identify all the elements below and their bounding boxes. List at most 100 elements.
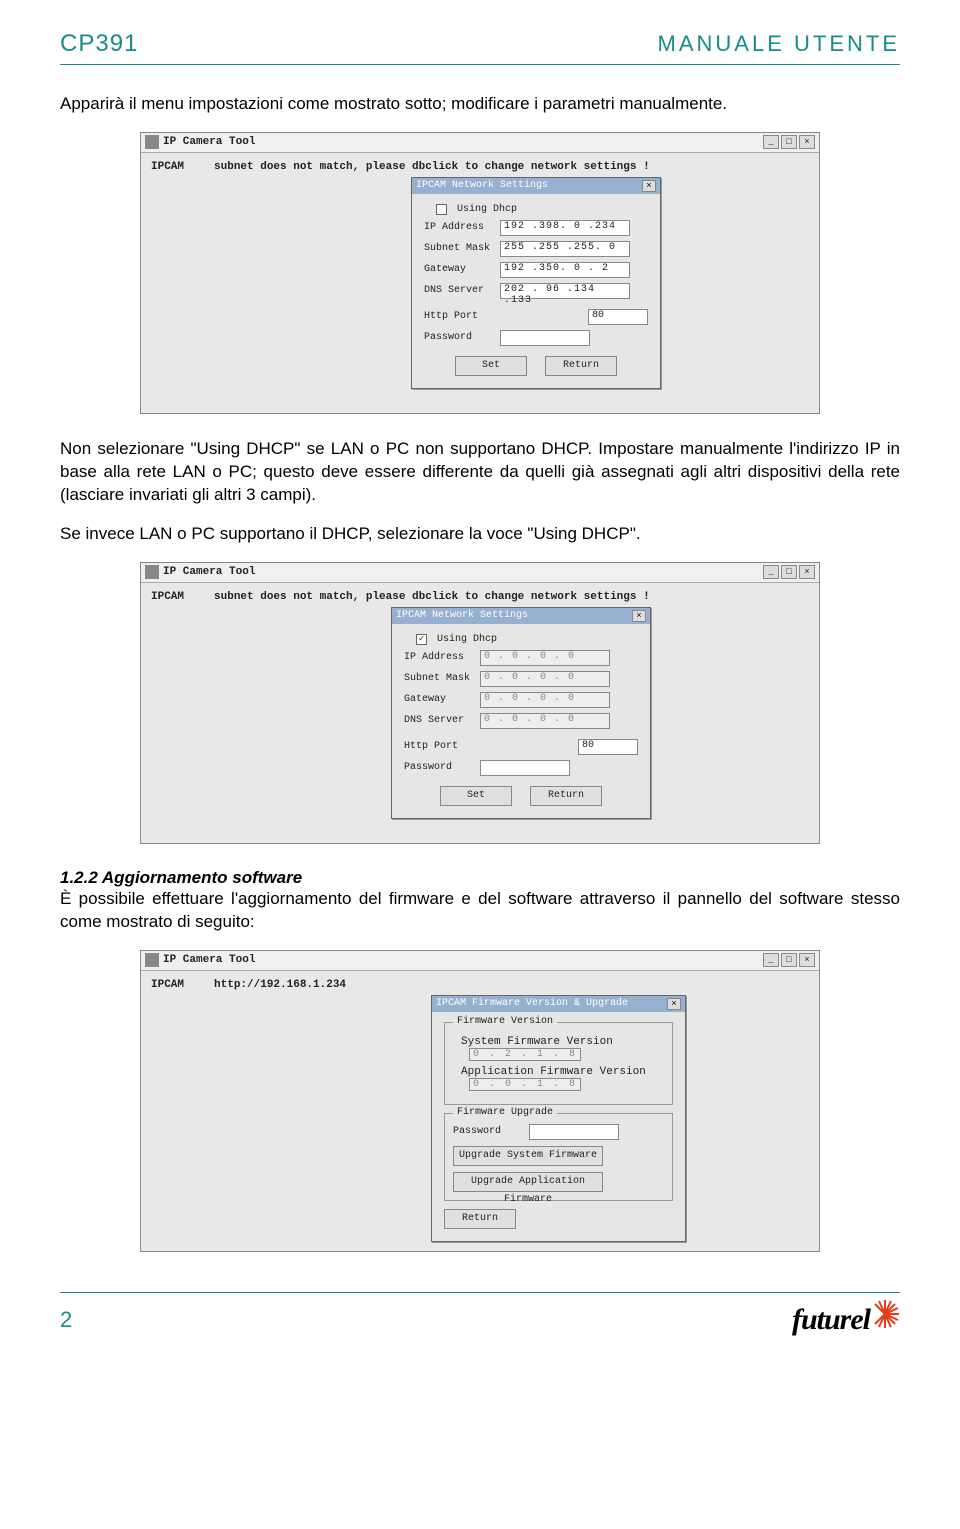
burst-icon [870,1299,900,1329]
return-button[interactable]: Return [530,786,602,806]
gateway-row: Gateway 192 .350. 0 . 2 [424,262,648,278]
return-button[interactable]: Return [444,1209,516,1229]
doc-title: MANUALE UTENTE [658,31,900,57]
close-icon[interactable]: × [632,610,646,622]
firmware-upgrade-dialog: IPCAM Firmware Version & Upgrade × Firmw… [431,995,686,1242]
dialog-title-text: IPCAM Network Settings [416,180,548,191]
mask-input[interactable]: 255 .255 .255. 0 [500,241,630,257]
gateway-label: Gateway [404,694,474,705]
paragraph-dhcp-off: Non selezionare "Using DHCP" se LAN o PC… [60,438,900,507]
mask-input: 0 . 0 . 0 . 0 [480,671,610,687]
minimize-button[interactable]: _ [763,135,779,149]
section-title: 1.2.2 Aggiornamento software [60,868,900,888]
device-message: subnet does not match, please dbclick to… [214,161,650,173]
window-title-text: IP Camera Tool [163,566,255,578]
port-input[interactable]: 80 [578,739,638,755]
close-button[interactable]: × [799,565,815,579]
dns-input[interactable]: 202 . 96 .134 .133 [500,283,630,299]
dialog-body: Firmware Version System Firmware Version… [432,1012,685,1241]
password-label: Password [404,762,474,773]
app-icon [145,135,159,149]
close-icon[interactable]: × [642,180,656,192]
ip-input: 0 . 0 . 0 . 0 [480,650,610,666]
device-name: IPCAM [151,161,184,173]
window-body: IPCAM http://192.168.1.234 IPCAM Firmwar… [141,971,819,1251]
doc-code: CP391 [60,30,138,58]
network-settings-dialog: IPCAM Network Settings × ✓ Using Dhcp IP… [391,607,651,819]
upgrade-sys-row: Upgrade System Firmware [453,1146,664,1166]
paragraph-intro: Apparirà il menu impostazioni come mostr… [60,93,900,116]
ip-row: IP Address 192 .398. 0 .234 [424,220,648,236]
app-fw-label: Application Firmware Version [461,1066,664,1078]
device-row[interactable]: IPCAM subnet does not match, please dbcl… [147,159,813,175]
window-body: IPCAM subnet does not match, please dbcl… [141,153,819,413]
device-row[interactable]: IPCAM http://192.168.1.234 [147,977,813,993]
window-titlebar: IP Camera Tool _ □ × [141,951,819,971]
dialog-body: ✓ Using Dhcp IP Address 0 . 0 . 0 . 0 Su… [392,624,650,818]
ip-input[interactable]: 192 .398. 0 .234 [500,220,630,236]
password-input[interactable] [480,760,570,776]
device-name: IPCAM [151,591,184,603]
device-message: subnet does not match, please dbclick to… [214,591,650,603]
logo-text: futurel [792,1303,870,1336]
page-header: CP391 MANUALE UTENTE [60,30,900,65]
dhcp-row: ✓ Using Dhcp [416,634,638,645]
close-button[interactable]: × [799,135,815,149]
dns-row: DNS Server 0 . 0 . 0 . 0 [404,713,638,729]
return-button[interactable]: Return [545,356,617,376]
window-controls: _ □ × [763,135,815,149]
password-label: Password [453,1126,523,1137]
set-button[interactable]: Set [455,356,527,376]
dhcp-label: Using Dhcp [437,634,497,645]
app-fw-row: Application Firmware Version 0 . 0 . 1 .… [461,1066,664,1090]
mask-row: Subnet Mask 255 .255 .255. 0 [424,241,648,257]
port-label: Http Port [424,311,494,322]
dhcp-checkbox[interactable]: ✓ [416,634,427,645]
password-input[interactable] [529,1124,619,1140]
screenshot-network-manual: IP Camera Tool _ □ × IPCAM subnet does n… [140,132,820,414]
gateway-input[interactable]: 192 .350. 0 . 2 [500,262,630,278]
maximize-button[interactable]: □ [781,565,797,579]
dialog-body: Using Dhcp IP Address 192 .398. 0 .234 S… [412,194,660,388]
minimize-button[interactable]: _ [763,953,779,967]
device-row[interactable]: IPCAM subnet does not match, please dbcl… [147,589,813,605]
screenshot-network-dhcp: IP Camera Tool _ □ × IPCAM subnet does n… [140,562,820,844]
firmware-upgrade-group: Firmware Upgrade Password Upgrade System… [444,1113,673,1201]
network-settings-dialog: IPCAM Network Settings × Using Dhcp IP A… [411,177,661,389]
password-input[interactable] [500,330,590,346]
upgrade-system-button[interactable]: Upgrade System Firmware [453,1146,603,1166]
port-input[interactable]: 80 [588,309,648,325]
window-titlebar: IP Camera Tool _ □ × [141,563,819,583]
sys-fw-value: 0 . 2 . 1 . 8 [469,1048,581,1061]
sys-fw-row: System Firmware Version 0 . 2 . 1 . 8 [461,1036,664,1060]
dns-label: DNS Server [424,285,494,296]
dhcp-row: Using Dhcp [436,204,648,215]
password-row: Password [453,1124,664,1140]
paragraph-upgrade: È possibile effettuare l'aggiornamento d… [60,888,900,934]
window-title: IP Camera Tool [145,953,255,967]
window-title-text: IP Camera Tool [163,954,255,966]
paragraph-dhcp-on: Se invece LAN o PC supportano il DHCP, s… [60,523,900,546]
dialog-title-text: IPCAM Firmware Version & Upgrade [436,998,628,1009]
close-button[interactable]: × [799,953,815,967]
mask-label: Subnet Mask [404,673,474,684]
group-legend: Firmware Upgrade [453,1107,557,1118]
window-titlebar: IP Camera Tool _ □ × [141,133,819,153]
dhcp-checkbox[interactable] [436,204,447,215]
maximize-button[interactable]: □ [781,135,797,149]
mask-label: Subnet Mask [424,243,494,254]
gateway-input: 0 . 0 . 0 . 0 [480,692,610,708]
password-label: Password [424,332,494,343]
device-name: IPCAM [151,979,184,991]
set-button[interactable]: Set [440,786,512,806]
minimize-button[interactable]: _ [763,565,779,579]
window-title-text: IP Camera Tool [163,136,255,148]
screenshot-firmware-upgrade: IP Camera Tool _ □ × IPCAM http://192.16… [140,950,820,1252]
upgrade-app-button[interactable]: Upgrade Application Firmware [453,1172,603,1192]
maximize-button[interactable]: □ [781,953,797,967]
firmware-version-group: Firmware Version System Firmware Version… [444,1022,673,1105]
app-fw-value: 0 . 0 . 1 . 8 [469,1078,581,1091]
window-body: IPCAM subnet does not match, please dbcl… [141,583,819,843]
sys-fw-label: System Firmware Version [461,1036,664,1048]
close-icon[interactable]: × [667,998,681,1010]
